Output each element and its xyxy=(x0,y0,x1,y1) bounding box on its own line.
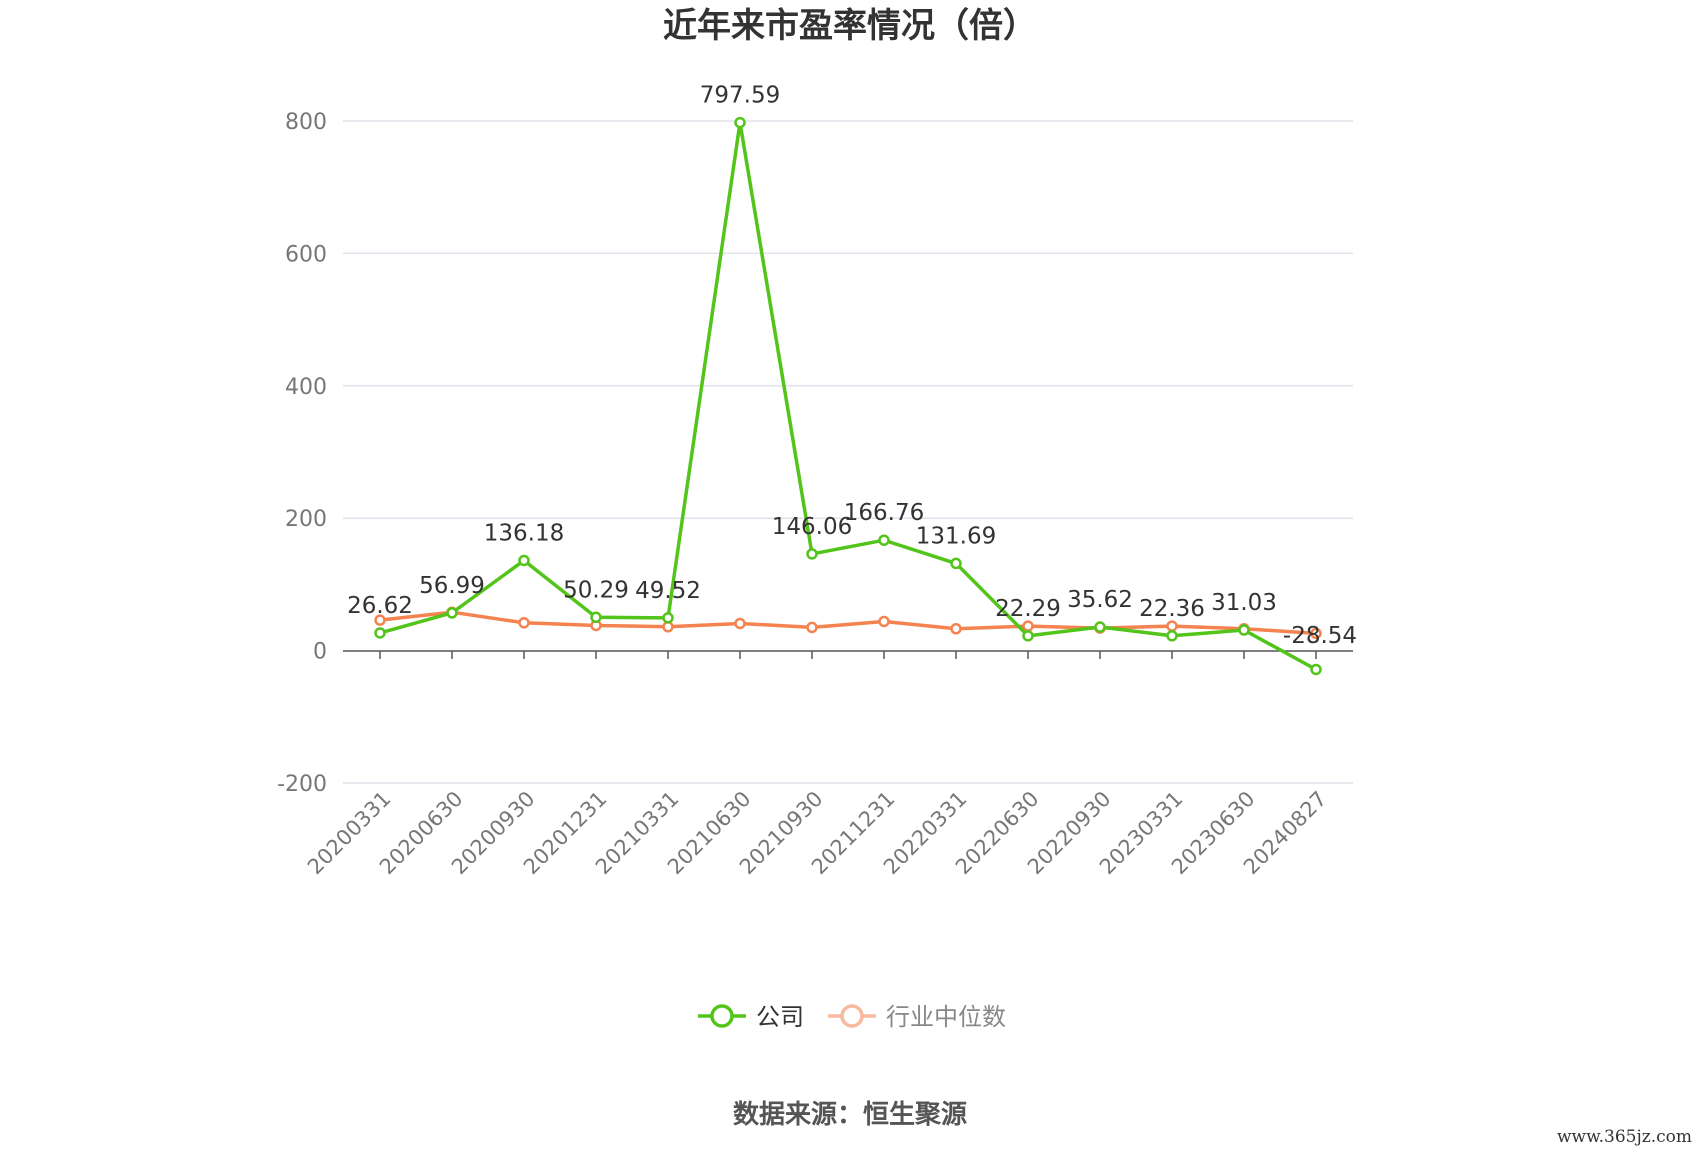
y-tick-label: 0 xyxy=(313,640,327,665)
source-note: 数据来源：恒生聚源 xyxy=(733,1100,967,1130)
grid-layer xyxy=(343,120,1353,784)
company-point[interactable] xyxy=(446,607,458,619)
industry-point[interactable] xyxy=(1022,620,1034,632)
industry-point[interactable] xyxy=(374,614,386,626)
industry-point[interactable] xyxy=(950,623,962,635)
data-label: -28.54 xyxy=(1283,623,1357,649)
data-label: 797.59 xyxy=(700,83,780,109)
axis-layer: -200020040060080020200331202006302020093… xyxy=(277,110,1353,879)
legend[interactable]: 公司 行业中位数 xyxy=(698,1003,1006,1031)
data-label: 49.52 xyxy=(635,578,701,604)
company-point[interactable] xyxy=(1094,621,1106,633)
data-label: 35.62 xyxy=(1067,587,1133,613)
legend-swatch-marker xyxy=(840,1004,864,1028)
company-line xyxy=(379,120,1317,672)
y-tick-label: 800 xyxy=(285,110,327,135)
series-layer xyxy=(374,116,1322,676)
y-tick-label: -200 xyxy=(277,772,327,797)
y-tick-label: 600 xyxy=(285,242,327,267)
watermark: www.365jz.com xyxy=(1557,1127,1692,1147)
industry-point[interactable] xyxy=(1166,620,1178,632)
industry-point[interactable] xyxy=(518,617,530,629)
data-label: 26.62 xyxy=(347,593,413,619)
company-point[interactable] xyxy=(1166,630,1178,642)
company-point[interactable] xyxy=(1238,624,1250,636)
data-label: 22.29 xyxy=(995,596,1061,622)
company-point[interactable] xyxy=(1022,630,1034,642)
company-point[interactable] xyxy=(374,627,386,639)
data-label: 131.69 xyxy=(916,523,996,549)
company-point[interactable] xyxy=(1310,663,1322,676)
legend-item-company[interactable]: 公司 xyxy=(698,1003,804,1031)
legend-swatch-marker xyxy=(710,1004,734,1028)
industry-point[interactable] xyxy=(806,621,818,634)
company-point[interactable] xyxy=(878,534,890,546)
data-label: 50.29 xyxy=(563,577,629,603)
company-point[interactable] xyxy=(662,612,674,624)
data-label: 56.99 xyxy=(419,573,485,599)
industry-point[interactable] xyxy=(662,621,674,633)
data-label: 166.76 xyxy=(844,500,924,526)
data-label: 31.03 xyxy=(1211,590,1277,616)
company-point[interactable] xyxy=(518,554,530,567)
industry-point[interactable] xyxy=(734,617,746,630)
data-label: 136.18 xyxy=(484,520,564,546)
company-point[interactable] xyxy=(950,557,962,570)
industry-point[interactable] xyxy=(1310,627,1322,640)
y-tick-label: 400 xyxy=(285,375,327,400)
chart-title: 近年来市盈率情况（倍） xyxy=(663,6,1037,46)
legend-label: 行业中位数 xyxy=(886,1003,1006,1031)
y-tick-label: 200 xyxy=(285,507,327,532)
company-point[interactable] xyxy=(590,611,602,624)
data-label: 146.06 xyxy=(772,514,852,540)
industry-point[interactable] xyxy=(878,615,890,628)
legend-label: 公司 xyxy=(756,1003,804,1031)
legend-item-industry[interactable]: 行业中位数 xyxy=(828,1003,1006,1031)
data-label: 22.36 xyxy=(1139,596,1205,622)
company-point[interactable] xyxy=(734,116,746,129)
company-point[interactable] xyxy=(806,548,818,560)
industry-median-line xyxy=(379,610,1317,636)
